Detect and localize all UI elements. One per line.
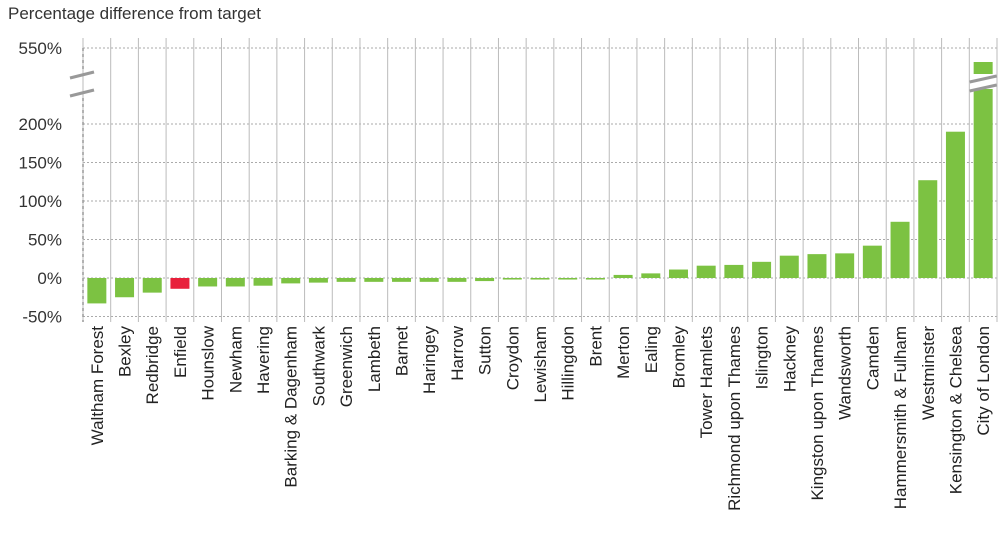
y-tick-label: 550%	[19, 39, 62, 58]
category-label: Haringey	[420, 326, 439, 395]
bar	[225, 278, 245, 287]
bar	[419, 278, 439, 282]
category-label: Redbridge	[143, 326, 162, 404]
category-label: Havering	[254, 326, 273, 394]
category-label: Enfield	[171, 326, 190, 378]
bar	[281, 278, 301, 284]
bar	[807, 254, 827, 278]
y-tick-label: 100%	[19, 192, 62, 211]
bar	[142, 278, 162, 293]
category-label: Ealing	[642, 326, 661, 373]
bar	[558, 278, 578, 280]
bar	[336, 278, 356, 282]
category-label: Brent	[586, 326, 605, 367]
category-label: Greenwich	[337, 326, 356, 407]
bar	[308, 278, 328, 283]
category-label: Merton	[614, 326, 633, 379]
bar	[890, 221, 910, 278]
bar	[862, 245, 882, 278]
bar-break-mark	[969, 74, 997, 84]
bar	[724, 264, 744, 278]
bar	[447, 278, 467, 282]
y-tick-label: 200%	[19, 115, 62, 134]
bar	[530, 278, 550, 280]
category-label: Barking & Dagenham	[282, 326, 301, 488]
y-tick-label: 0%	[37, 269, 62, 288]
category-label: Newham	[226, 326, 245, 393]
axis-break-mark	[69, 70, 95, 80]
category-label: Lambeth	[365, 326, 384, 392]
category-label: Richmond upon Thames	[725, 326, 744, 511]
bar	[475, 278, 495, 282]
category-label: Camden	[863, 326, 882, 390]
category-label: Hillingdon	[559, 326, 578, 401]
category-label: Wandsworth	[836, 326, 855, 420]
category-label: Hackney	[780, 326, 799, 393]
bar	[696, 265, 716, 278]
bar	[198, 278, 218, 287]
category-label: Bexley	[116, 326, 135, 378]
category-label: Tower Hamlets	[697, 326, 716, 438]
category-label: Islington	[753, 326, 772, 389]
bar	[115, 278, 135, 298]
category-label: City of London	[974, 326, 993, 436]
category-label: Westminster	[919, 326, 938, 420]
category-label: Bromley	[669, 326, 688, 389]
category-label: Barnet	[393, 326, 412, 376]
bar	[502, 278, 522, 280]
y-tick-label: 150%	[19, 154, 62, 173]
bar	[253, 278, 273, 286]
y-tick-label: -50%	[22, 308, 62, 327]
bar	[779, 255, 799, 278]
category-label: Harrow	[448, 325, 467, 381]
bar	[87, 278, 107, 304]
category-label: Southwark	[309, 326, 328, 407]
category-label: Kensington & Chelsea	[946, 325, 965, 494]
bar	[973, 89, 993, 278]
category-label: Kingston upon Thames	[808, 326, 827, 501]
category-label: Hammersmith & Fulham	[891, 326, 910, 509]
category-label: Sutton	[476, 326, 495, 375]
bar	[973, 62, 993, 74]
bar	[364, 278, 384, 282]
y-tick-label: 50%	[28, 231, 62, 250]
category-label: Waltham Forest	[88, 326, 107, 446]
bar-break-mark	[969, 83, 997, 93]
bar	[945, 131, 965, 278]
bar	[752, 261, 772, 278]
y-axis-title: Percentage difference from target	[8, 4, 261, 23]
bar	[585, 278, 605, 280]
bar	[392, 278, 412, 282]
bar	[835, 253, 855, 278]
axis-break-mark	[69, 88, 95, 98]
category-label: Hounslow	[199, 325, 218, 400]
bar	[641, 273, 661, 278]
bar	[613, 274, 633, 278]
category-label: Croydon	[503, 326, 522, 390]
bar	[918, 180, 938, 278]
category-label: Lewisham	[531, 326, 550, 403]
bar	[668, 269, 688, 278]
bar	[170, 278, 190, 289]
